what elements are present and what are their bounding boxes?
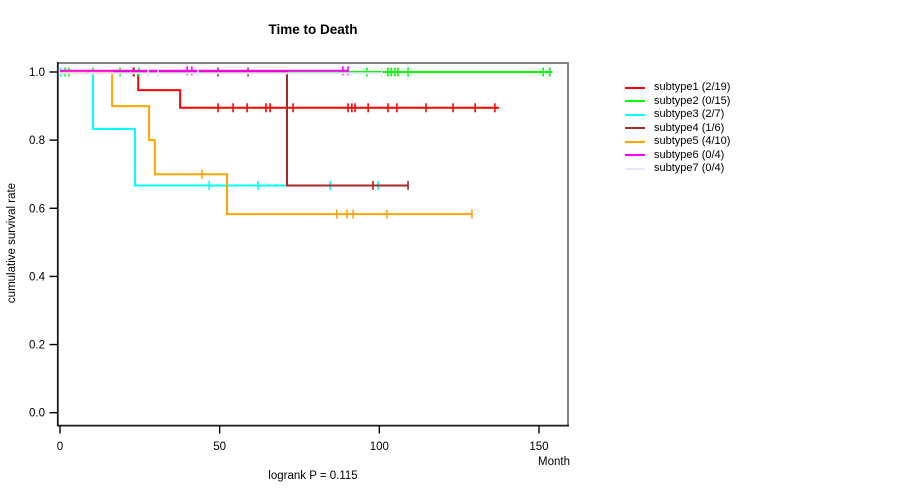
legend-item-subtype1: subtype1 (2/19) [625,81,730,95]
y-tick-label: 0.2 [29,340,45,352]
legend-color-line-subtype3 [625,113,645,116]
legend-item-label: subtype5 (4/10) [654,135,731,147]
y-axis-title: cumulative survival rate [6,182,18,304]
x-tick-label: 100 [370,441,389,453]
legend-item-subtype5: subtype5 (4/10) [625,135,730,149]
legend-item-label: subtype2 (0/15) [654,94,731,107]
legend-color-line-subtype2 [625,100,645,103]
legend-item-subtype6: subtype6 (0/4) [625,149,730,163]
legend-item-label: subtype3 (2/7) [654,108,725,120]
legend-item-subtype4: subtype4 (1/6) [625,122,730,136]
legend-item-subtype2: subtype2 (0/15) [625,95,730,109]
y-tick-label: 0.8 [29,135,45,147]
km-curve-subtype4 [60,71,409,187]
y-tick-label: 1.0 [29,67,45,79]
y-tick-label: 0.4 [29,271,46,283]
legend-color-line-subtype6 [625,154,645,157]
legend-item-subtype3: subtype3 (2/7) [625,108,730,122]
legend: subtype1 (2/19) subtype2 (0/15) subtype3 (… [625,81,730,176]
legend-item-label: subtype6 (0/4) [654,148,725,161]
legend-item-label: subtype1 (2/19) [654,81,731,93]
legend-color-line-subtype4 [625,127,645,130]
y-tick-label: 0.6 [29,203,45,215]
logrank-p-annotation: logrank P = 0.115 [268,470,358,482]
x-axis-title: Month [538,456,570,468]
legend-color-line-subtype1 [625,86,645,89]
y-tick-label: 0.0 [29,408,45,420]
legend-color-line-subtype7 [625,167,645,170]
legend-item-label: subtype4 (1/6) [654,121,725,134]
legend-color-line-subtype5 [625,140,645,143]
chart-title: Time to Death [268,22,358,37]
km-curve-subtype3 [60,71,379,187]
x-tick-label: 150 [529,441,548,453]
legend-item-subtype7: subtype7 (0/4) [625,162,730,176]
x-tick-label: 0 [57,441,63,453]
x-tick-label: 50 [213,441,226,453]
legend-item-label: subtype7 (0/4) [654,162,725,174]
km-curve-subtype5 [60,71,472,216]
km-curve-subtype1 [60,71,500,109]
